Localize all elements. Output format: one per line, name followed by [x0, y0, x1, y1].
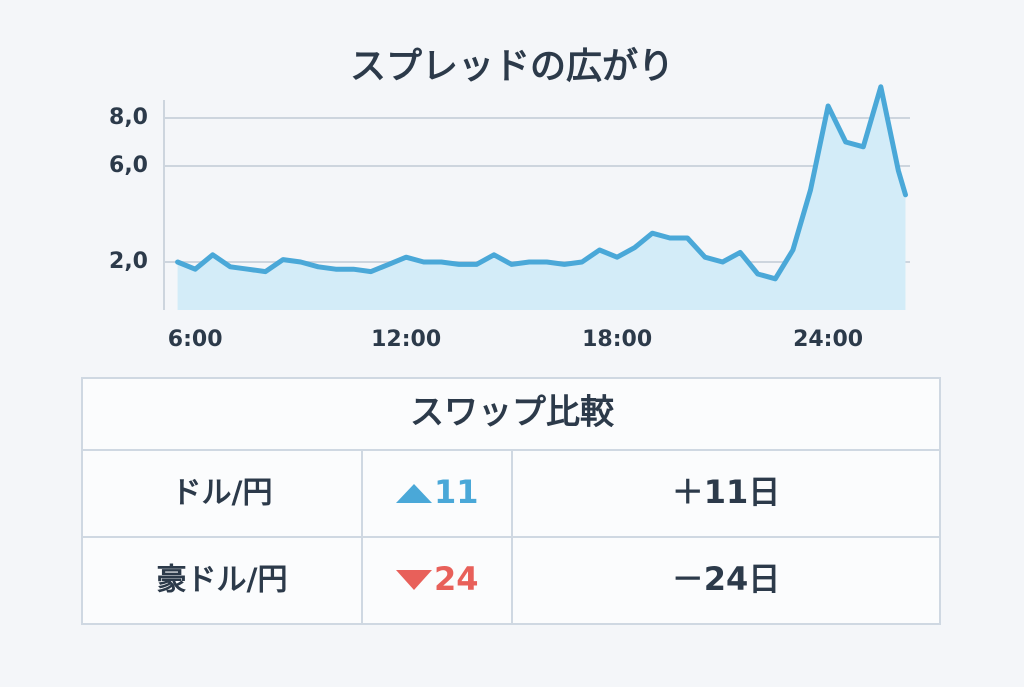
y-tick-label: 2,0 — [109, 249, 148, 274]
chart: 2,0 6,0 8,0 6:00 12:00 18:00 24:00 — [109, 84, 910, 352]
chart-title: スプレッドの広がり — [350, 46, 674, 87]
x-tick-label: 12:00 — [371, 327, 441, 352]
pair-name: ドル/円 — [172, 476, 273, 511]
spread-line — [175, 84, 908, 282]
swap-table: スワップ比較 ドル/円 11 ＋11日 豪ドル/円 24 －24日 — [81, 377, 941, 625]
swap-value: 24 — [434, 560, 479, 598]
table-title: スワップ比較 — [410, 393, 615, 433]
y-tick-label: 8,0 — [109, 105, 148, 130]
x-tick-label: 6:00 — [168, 327, 223, 352]
down-arrow — [396, 570, 432, 590]
swap-days: ＋11日 — [672, 473, 781, 511]
area-fill — [177, 86, 906, 310]
swap-days: －24日 — [672, 560, 781, 598]
x-tick-label: 24:00 — [793, 327, 863, 352]
up-arrow — [396, 484, 432, 503]
pair-name: 豪ドル/円 — [157, 563, 288, 598]
swap-value: 11 — [434, 473, 479, 511]
y-tick-label: 6,0 — [109, 153, 148, 178]
x-tick-label: 18:00 — [582, 327, 652, 352]
